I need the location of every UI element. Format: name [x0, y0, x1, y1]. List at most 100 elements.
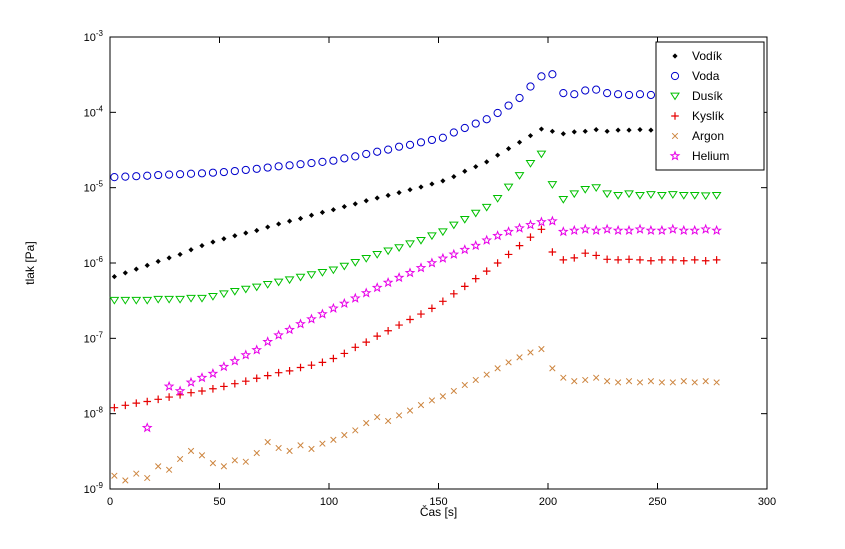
- data-marker-circle: [373, 147, 382, 156]
- data-marker-triangle-down: [262, 281, 273, 289]
- data-marker-star: [700, 223, 712, 234]
- data-marker-x: [264, 438, 271, 446]
- data-marker-circle: [197, 169, 207, 178]
- data-marker-star: [273, 329, 284, 340]
- data-marker-x: [680, 378, 687, 385]
- data-marker-circle: [318, 157, 327, 166]
- data-marker-diamond: [385, 192, 391, 198]
- data-marker-x: [671, 132, 679, 140]
- data-marker-triangle-down: [427, 232, 437, 241]
- data-marker-x: [209, 460, 217, 467]
- data-marker-circle: [165, 170, 174, 179]
- data-marker-x: [691, 379, 698, 386]
- data-marker-diamond: [407, 187, 413, 193]
- data-marker-diamond: [155, 258, 161, 265]
- data-marker-x: [582, 376, 589, 384]
- data-marker-diamond: [210, 239, 216, 245]
- data-marker-triangle-down: [613, 191, 623, 200]
- data-marker-circle: [526, 82, 535, 91]
- data-marker-x: [220, 463, 228, 470]
- data-marker-star: [711, 224, 722, 236]
- data-marker-star: [459, 244, 471, 255]
- data-marker-x: [122, 477, 129, 484]
- data-marker-triangle-down: [646, 191, 656, 199]
- data-marker-plus: [220, 382, 228, 391]
- data-marker-star: [612, 224, 624, 236]
- data-marker-triangle-down: [109, 296, 120, 305]
- data-marker-triangle-down: [394, 244, 404, 252]
- data-marker-circle: [285, 161, 294, 170]
- data-marker-diamond: [166, 255, 172, 261]
- data-marker-star: [448, 248, 460, 259]
- data-marker-triangle-down: [142, 296, 153, 305]
- data-marker-star: [669, 150, 681, 161]
- y-tick-label: 10-7: [84, 330, 104, 345]
- data-marker-diamond: [144, 262, 150, 268]
- data-marker-diamond: [221, 236, 227, 242]
- data-marker-star: [284, 324, 295, 335]
- data-marker-circle: [603, 89, 612, 98]
- data-marker-star: [328, 302, 339, 313]
- data-marker-x: [253, 449, 260, 457]
- data-marker-plus: [132, 399, 141, 407]
- data-marker-x: [406, 407, 414, 414]
- y-tick-label: 10-6: [84, 255, 104, 270]
- data-marker-plus: [515, 241, 524, 250]
- data-marker-plus: [482, 267, 491, 275]
- data-marker-triangle-down: [689, 191, 700, 200]
- data-marker-circle: [208, 168, 218, 177]
- data-marker-diamond: [363, 198, 369, 204]
- data-marker-diamond: [615, 127, 621, 133]
- data-marker-star: [262, 336, 274, 347]
- data-marker-x: [308, 445, 315, 453]
- data-marker-x: [395, 412, 403, 419]
- data-marker-plus: [318, 358, 327, 367]
- data-marker-triangle-down: [437, 228, 448, 237]
- data-marker-star: [371, 282, 383, 293]
- data-marker-triangle-down: [229, 288, 240, 296]
- data-marker-star: [470, 239, 482, 251]
- y-tick-label: 10-5: [84, 180, 104, 195]
- data-marker-x: [341, 431, 348, 439]
- data-marker-diamond: [188, 247, 194, 253]
- series-kyslík: [110, 225, 721, 412]
- data-marker-triangle-down: [317, 269, 328, 277]
- data-marker-triangle-down: [602, 190, 613, 199]
- series-argon: [111, 345, 720, 484]
- data-marker-diamond: [232, 233, 238, 239]
- data-marker-triangle-down: [405, 240, 415, 249]
- data-marker-triangle-down: [536, 150, 547, 159]
- data-marker-plus: [658, 256, 666, 264]
- data-marker-x: [330, 436, 337, 443]
- data-marker-star: [634, 223, 646, 234]
- data-marker-circle: [186, 169, 196, 178]
- data-marker-star: [547, 215, 558, 226]
- data-marker-x: [275, 444, 282, 452]
- data-marker-plus: [625, 255, 633, 264]
- data-marker-star: [174, 385, 186, 396]
- x-tick-label: 150: [429, 496, 447, 508]
- data-marker-triangle-down: [514, 172, 525, 180]
- data-marker-plus: [406, 315, 414, 324]
- data-marker-star: [645, 224, 657, 236]
- data-marker-star: [623, 224, 635, 236]
- data-marker-plus: [154, 395, 162, 404]
- data-marker-star: [415, 262, 427, 273]
- data-marker-plus: [241, 377, 250, 385]
- data-marker-diamond: [308, 212, 315, 218]
- data-marker-triangle-down: [186, 294, 196, 303]
- data-marker-x: [363, 419, 370, 427]
- data-marker-x: [669, 379, 676, 386]
- data-marker-circle: [405, 140, 415, 149]
- data-marker-x: [527, 349, 534, 356]
- data-marker-x: [593, 374, 600, 381]
- y-tick-label: 10-3: [84, 29, 104, 44]
- data-marker-diamond: [626, 127, 632, 133]
- data-marker-diamond: [374, 195, 380, 201]
- data-marker-star: [196, 372, 208, 383]
- data-marker-triangle-down: [120, 296, 131, 305]
- data-marker-circle: [537, 72, 546, 81]
- data-marker-circle: [460, 123, 469, 133]
- data-marker-diamond: [440, 178, 446, 184]
- x-tick-label: 300: [758, 496, 776, 508]
